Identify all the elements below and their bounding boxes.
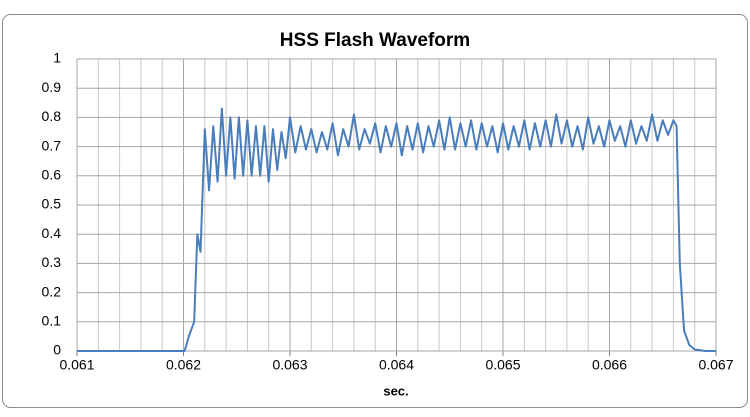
y-tick-label: 0.2	[42, 283, 62, 299]
y-tick-label: 0.6	[42, 167, 62, 183]
x-tick-label: 0.064	[379, 357, 414, 373]
x-tick-label: 0.065	[485, 357, 520, 373]
y-tick-label: 0.9	[42, 79, 62, 95]
plot-border	[76, 58, 717, 352]
y-tick-label: 0.3	[42, 254, 62, 270]
y-tick-label: 0.7	[42, 137, 62, 153]
y-tick-label: 0.4	[42, 225, 62, 241]
chart-title: HSS Flash Waveform	[280, 30, 470, 51]
y-tick-label: 0.1	[42, 313, 62, 329]
y-tick-label: 0.5	[42, 196, 62, 212]
y-tick-label: 0	[53, 342, 61, 358]
x-tick-label: 0.061	[59, 357, 94, 373]
x-tick-label: 0.063	[272, 357, 307, 373]
x-axis-title: sec.	[383, 383, 408, 398]
x-tick-label: 0.067	[698, 357, 733, 373]
x-tick-label: 0.066	[592, 357, 627, 373]
y-tick-label: 0.8	[42, 108, 62, 124]
data-line	[77, 107, 716, 352]
x-tick-label: 0.062	[166, 357, 201, 373]
y-tick-label: 1	[53, 50, 61, 66]
